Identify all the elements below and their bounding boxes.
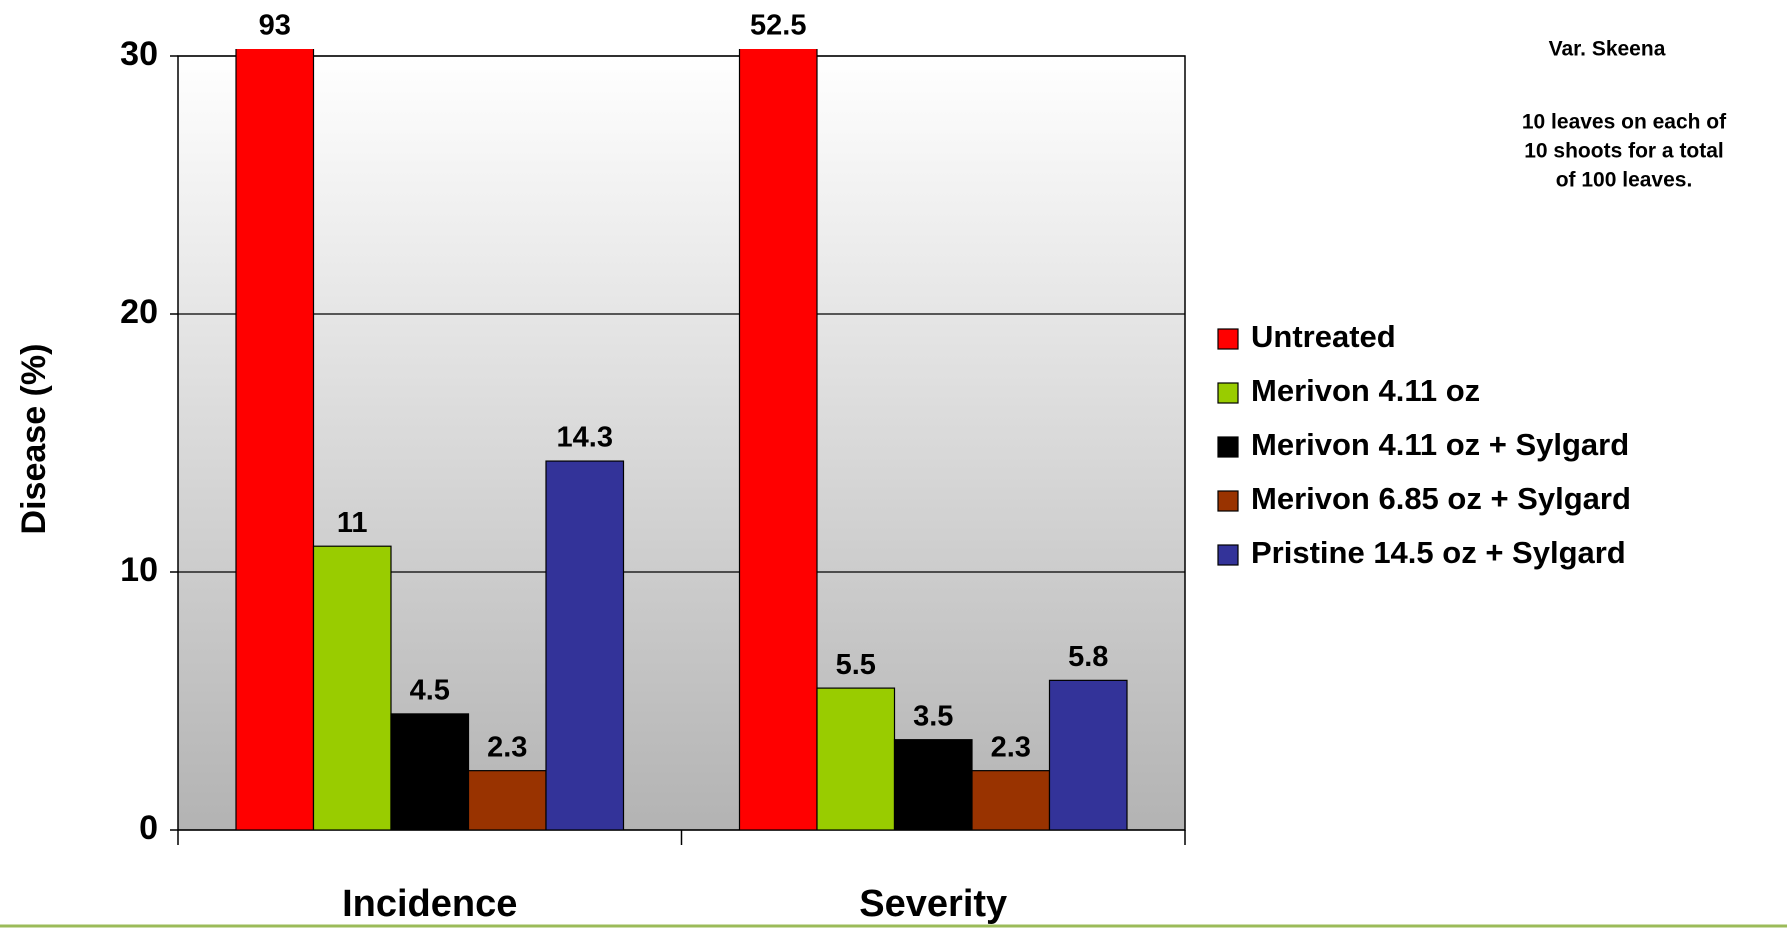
legend-label: Untreated (1251, 319, 1396, 354)
bar (816, 687, 896, 830)
bars (235, 49, 1128, 830)
y-tick-label: 20 (120, 293, 158, 331)
bar (738, 49, 818, 830)
legend-swatch (1217, 544, 1239, 566)
data-label: 4.5 (410, 675, 450, 707)
x-tick-label: Incidence (342, 883, 517, 925)
bar (390, 713, 470, 830)
annotation: 10 shoots for a total (1524, 140, 1724, 163)
x-tick-label: Severity (859, 883, 1007, 925)
legend-label: Merivon 6.85 oz + Sylgard (1251, 481, 1631, 516)
legend-label: Merivon 4.11 oz (1251, 373, 1480, 408)
data-label: 11 (337, 507, 368, 539)
bar (893, 739, 973, 830)
legend-swatch (1217, 382, 1239, 404)
annotation: of 100 leaves. (1556, 169, 1693, 192)
data-label: 14.3 (557, 422, 613, 454)
y-tick-label: 30 (120, 35, 158, 73)
bar (235, 49, 315, 830)
legend-swatch (1217, 328, 1239, 350)
y-tick-label: 0 (139, 809, 158, 847)
legend-label: Merivon 4.11 oz + Sylgard (1251, 427, 1629, 462)
data-label: 52.5 (750, 10, 806, 42)
bar (312, 545, 392, 830)
annotation: 10 leaves on each of (1522, 111, 1727, 134)
legend-label: Pristine 14.5 oz + Sylgard (1251, 535, 1626, 570)
bar (467, 770, 547, 830)
data-label: 5.8 (1068, 641, 1108, 673)
data-label: 2.3 (991, 731, 1031, 763)
legend-swatch (1217, 490, 1239, 512)
annotation: Var. Skeena (1549, 38, 1666, 61)
bar (971, 770, 1051, 830)
y-axis-title: Disease (%) (15, 344, 53, 535)
data-label: 2.3 (487, 731, 527, 763)
data-label: 5.5 (836, 649, 876, 681)
bar (545, 460, 625, 830)
y-tick-label: 10 (120, 551, 158, 589)
data-label: 93 (259, 10, 291, 42)
bar (1048, 679, 1128, 830)
data-label: 3.5 (913, 700, 953, 732)
legend-swatch (1217, 436, 1239, 458)
